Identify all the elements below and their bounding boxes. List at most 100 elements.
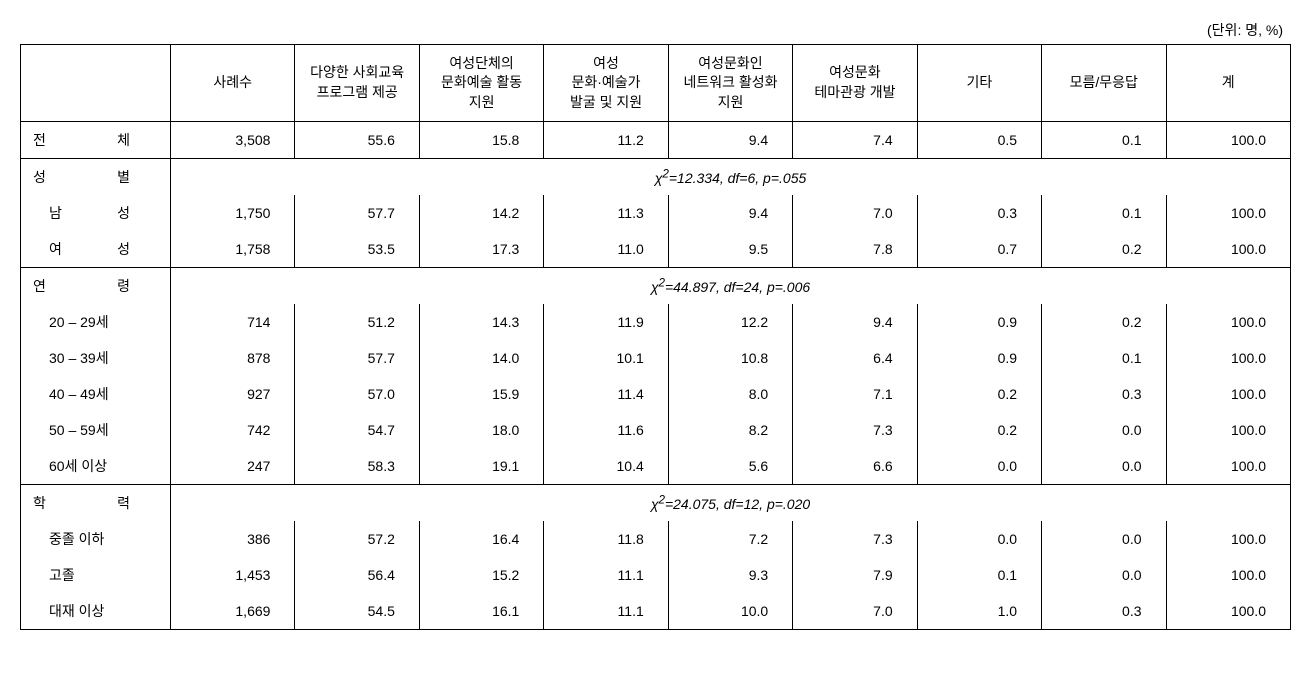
data-cell: 0.0 <box>1042 521 1166 557</box>
data-cell: 7.3 <box>793 412 917 448</box>
data-cell: 100.0 <box>1166 231 1291 268</box>
col-header-c2: 다양한 사회교육프로그램 제공 <box>295 45 419 122</box>
data-cell: 16.4 <box>419 521 543 557</box>
data-cell: 0.0 <box>1042 557 1166 593</box>
data-cell: 5.6 <box>668 448 792 485</box>
data-cell: 0.5 <box>917 122 1041 159</box>
data-cell: 0.9 <box>917 340 1041 376</box>
row-label: 20 – 29세 <box>21 304 171 340</box>
col-header-cases: 사례수 <box>171 45 295 122</box>
data-cell: 742 <box>171 412 295 448</box>
unit-label: (단위: 명, %) <box>20 20 1291 40</box>
table-body: 전 체3,50855.615.811.29.47.40.50.1100.0성 별… <box>21 122 1291 630</box>
data-cell: 100.0 <box>1166 557 1291 593</box>
data-cell: 0.0 <box>1042 412 1166 448</box>
data-cell: 55.6 <box>295 122 419 159</box>
data-cell: 9.4 <box>668 195 792 231</box>
table-row: 30 – 39세87857.714.010.110.86.40.90.1100.… <box>21 340 1291 376</box>
data-cell: 7.9 <box>793 557 917 593</box>
data-cell: 11.8 <box>544 521 668 557</box>
data-cell: 0.2 <box>1042 231 1166 268</box>
data-cell: 100.0 <box>1166 376 1291 412</box>
group-header-row: 연 령χ2=44.897, df=24, p=.006 <box>21 268 1291 305</box>
table-row: 60세 이상24758.319.110.45.66.60.00.0100.0 <box>21 448 1291 485</box>
data-cell: 53.5 <box>295 231 419 268</box>
data-cell: 10.8 <box>668 340 792 376</box>
data-cell: 8.0 <box>668 376 792 412</box>
data-cell: 1,750 <box>171 195 295 231</box>
table-row: 대재 이상1,66954.516.111.110.07.01.00.3100.0 <box>21 593 1291 630</box>
data-cell: 6.6 <box>793 448 917 485</box>
data-cell: 15.8 <box>419 122 543 159</box>
data-cell: 16.1 <box>419 593 543 630</box>
data-cell: 0.2 <box>917 412 1041 448</box>
data-cell: 0.1 <box>1042 340 1166 376</box>
data-cell: 56.4 <box>295 557 419 593</box>
data-cell: 100.0 <box>1166 412 1291 448</box>
data-cell: 386 <box>171 521 295 557</box>
row-label: 연 령 <box>21 268 171 305</box>
data-cell: 3,508 <box>171 122 295 159</box>
row-label: 40 – 49세 <box>21 376 171 412</box>
data-cell: 1,758 <box>171 231 295 268</box>
data-cell: 11.1 <box>544 557 668 593</box>
col-header-blank <box>21 45 171 122</box>
data-cell: 0.2 <box>917 376 1041 412</box>
col-header-c7: 기타 <box>917 45 1041 122</box>
data-cell: 0.7 <box>917 231 1041 268</box>
table-row: 50 – 59세74254.718.011.68.27.30.20.0100.0 <box>21 412 1291 448</box>
row-label: 남 성 <box>21 195 171 231</box>
data-cell: 8.2 <box>668 412 792 448</box>
data-cell: 927 <box>171 376 295 412</box>
data-cell: 1,453 <box>171 557 295 593</box>
data-cell: 14.2 <box>419 195 543 231</box>
table-row: 전 체3,50855.615.811.29.47.40.50.1100.0 <box>21 122 1291 159</box>
data-cell: 0.1 <box>917 557 1041 593</box>
data-cell: 15.9 <box>419 376 543 412</box>
data-cell: 7.8 <box>793 231 917 268</box>
row-label: 전 체 <box>21 122 171 159</box>
data-cell: 6.4 <box>793 340 917 376</box>
data-cell: 11.1 <box>544 593 668 630</box>
data-cell: 17.3 <box>419 231 543 268</box>
data-cell: 0.9 <box>917 304 1041 340</box>
data-cell: 58.3 <box>295 448 419 485</box>
data-cell: 100.0 <box>1166 195 1291 231</box>
data-cell: 100.0 <box>1166 304 1291 340</box>
data-cell: 18.0 <box>419 412 543 448</box>
data-cell: 14.0 <box>419 340 543 376</box>
data-cell: 0.1 <box>1042 195 1166 231</box>
data-cell: 14.3 <box>419 304 543 340</box>
row-label: 성 별 <box>21 159 171 196</box>
data-cell: 0.0 <box>917 448 1041 485</box>
data-cell: 0.3 <box>1042 376 1166 412</box>
data-cell: 11.9 <box>544 304 668 340</box>
data-cell: 100.0 <box>1166 521 1291 557</box>
data-cell: 100.0 <box>1166 448 1291 485</box>
header-row: 사례수 다양한 사회교육프로그램 제공 여성단체의문화예술 활동지원 여성문화·… <box>21 45 1291 122</box>
table-row: 남 성1,75057.714.211.39.47.00.30.1100.0 <box>21 195 1291 231</box>
table-row: 20 – 29세71451.214.311.912.29.40.90.2100.… <box>21 304 1291 340</box>
data-cell: 247 <box>171 448 295 485</box>
data-cell: 19.1 <box>419 448 543 485</box>
data-cell: 7.0 <box>793 195 917 231</box>
data-cell: 7.0 <box>793 593 917 630</box>
data-cell: 15.2 <box>419 557 543 593</box>
data-cell: 1.0 <box>917 593 1041 630</box>
group-header-row: 학 력χ2=24.075, df=12, p=.020 <box>21 485 1291 522</box>
data-cell: 10.1 <box>544 340 668 376</box>
table-row: 40 – 49세92757.015.911.48.07.10.20.3100.0 <box>21 376 1291 412</box>
row-label: 중졸 이하 <box>21 521 171 557</box>
data-cell: 100.0 <box>1166 122 1291 159</box>
data-cell: 878 <box>171 340 295 376</box>
data-cell: 0.3 <box>917 195 1041 231</box>
data-cell: 10.0 <box>668 593 792 630</box>
row-label: 60세 이상 <box>21 448 171 485</box>
col-header-c4: 여성문화·예술가발굴 및 지원 <box>544 45 668 122</box>
col-header-c5: 여성문화인네트워크 활성화지원 <box>668 45 792 122</box>
data-cell: 10.4 <box>544 448 668 485</box>
data-cell: 7.4 <box>793 122 917 159</box>
data-cell: 11.0 <box>544 231 668 268</box>
data-cell: 9.3 <box>668 557 792 593</box>
data-cell: 57.0 <box>295 376 419 412</box>
